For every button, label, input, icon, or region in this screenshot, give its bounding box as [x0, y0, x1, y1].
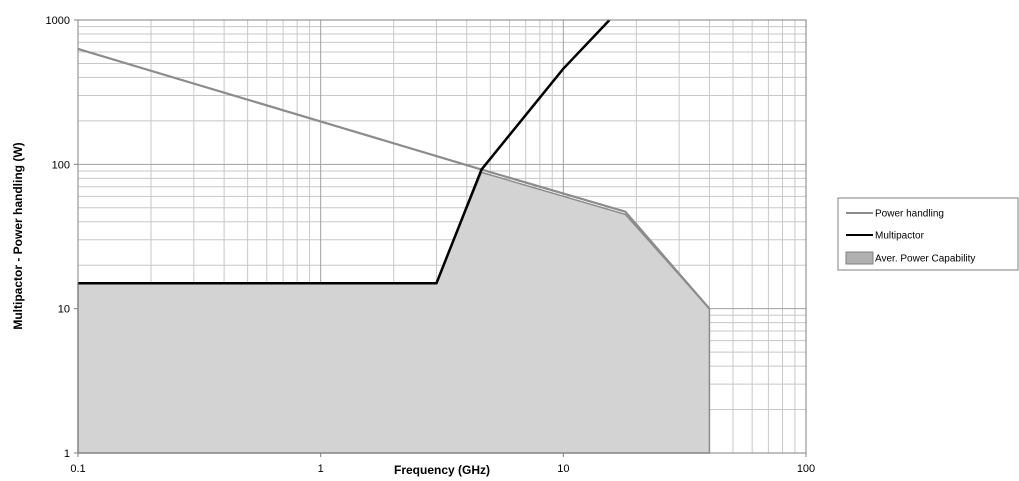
- plot-frame: [77, 19, 807, 454]
- legend-label-power-handling: Power handling: [875, 209, 944, 220]
- series-line-power-handling: [77, 47, 711, 310]
- x-tick-label: 0.1: [70, 463, 85, 475]
- legend-label-average-power: Aver. Power Capability: [875, 254, 975, 265]
- x-tick-label: 10: [557, 463, 569, 475]
- legend: Power handling Multipactor Aver. Power C…: [837, 197, 1019, 271]
- legend-swatch-average-power: [845, 251, 874, 265]
- x-tick-label: 1: [318, 463, 324, 475]
- y-axis-title: Multipactor - Power handling (W): [11, 142, 25, 329]
- y-tick-label: 10: [58, 304, 70, 316]
- line-layer: [77, 19, 711, 310]
- x-axis-title: Frequency (GHz): [394, 463, 490, 477]
- x-tick-label: 100: [797, 463, 815, 475]
- y-tick-label: 100: [52, 159, 70, 171]
- y-tick-label: 1: [64, 448, 70, 460]
- legend-label-multipactor: Multipactor: [875, 231, 925, 242]
- series-line-multipactor: [78, 19, 611, 285]
- y-tick-label: 1000: [46, 15, 70, 27]
